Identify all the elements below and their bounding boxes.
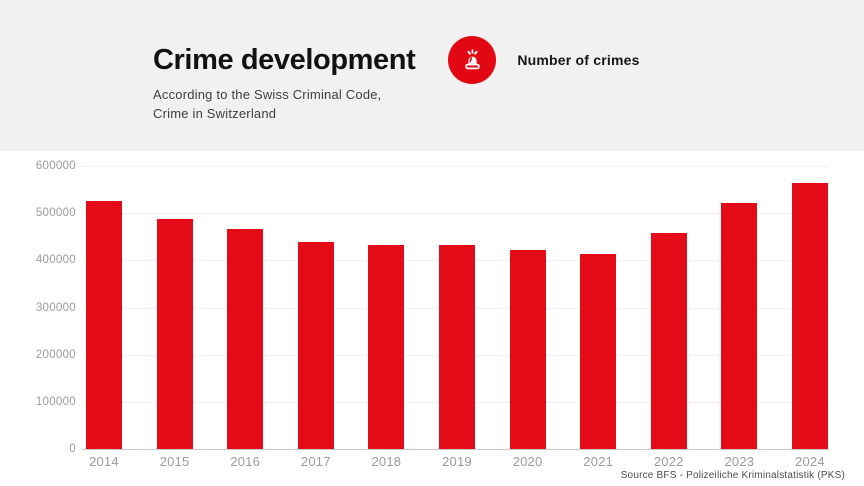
bar-2015[interactable] [156,219,193,449]
y-tick-label-400000: 400000 [35,254,76,267]
x-tick-label-2019: 2019 [442,454,472,469]
x-tick-label-2022: 2022 [653,454,684,469]
x-tick-label-2024: 2024 [795,454,825,469]
x-tick-label-2021: 2021 [583,454,614,469]
subtitle-line-2: Crime in Switzerland [153,106,277,121]
subtitle-line-1: According to the Swiss Criminal Code, [153,87,382,102]
bar-2020[interactable] [509,250,546,449]
bar-2023[interactable] [721,202,758,449]
y-tick-label-300000: 300000 [35,301,76,314]
x-tick-label-2016: 2016 [230,454,261,469]
bar-2021[interactable] [580,253,617,449]
x-tick-label-2018: 2018 [371,454,402,469]
bar-2022[interactable] [650,232,687,449]
legend: Number of crimes [448,36,639,84]
y-tick-label-0: 0 [69,443,76,455]
bars [82,166,829,449]
header-content: Crime development According to the Swiss… [0,0,864,123]
x-tick-label-2015: 2015 [159,454,190,469]
bar-2018[interactable] [368,245,405,449]
x-tick-label-2017: 2017 [300,454,331,469]
x-axis: 2014 2015 2016 2017 2018 2019 2020 2021 2022 2023… [82,454,829,469]
x-tick-label-2014: 2014 [89,454,119,469]
legend-label: Number of crimes [517,52,640,68]
bar-2017[interactable] [297,241,334,449]
y-axis: 0 100000 200000 300000 400000 500000 600000 [0,160,76,455]
bar-2019[interactable] [438,245,475,449]
y-tick-label-500000: 500000 [35,207,76,220]
siren-icon [448,36,497,84]
x-axis-line [82,449,829,450]
y-tick-label-600000: 600000 [35,160,76,172]
plot-area [82,166,829,450]
bar-2016[interactable] [227,228,264,449]
gridline-600000 [82,166,829,167]
bar-2024[interactable] [791,183,828,449]
x-tick-label-2023: 2023 [724,454,755,469]
title-block: Crime development According to the Swiss… [153,44,416,123]
y-tick-label-100000: 100000 [35,395,76,408]
page-title: Crime development [153,44,416,76]
x-tick-label-2020: 2020 [512,454,543,469]
source-note: Source BFS - Polizeiliche Kriminalstatis… [620,470,845,481]
y-tick-label-200000: 200000 [35,348,76,361]
header: Crime development According to the Swiss… [0,0,864,151]
gridline-500000 [82,213,829,215]
bar-2014[interactable] [86,200,122,449]
chart-subtitle: According to the Swiss Criminal Code, Cri… [153,85,415,123]
